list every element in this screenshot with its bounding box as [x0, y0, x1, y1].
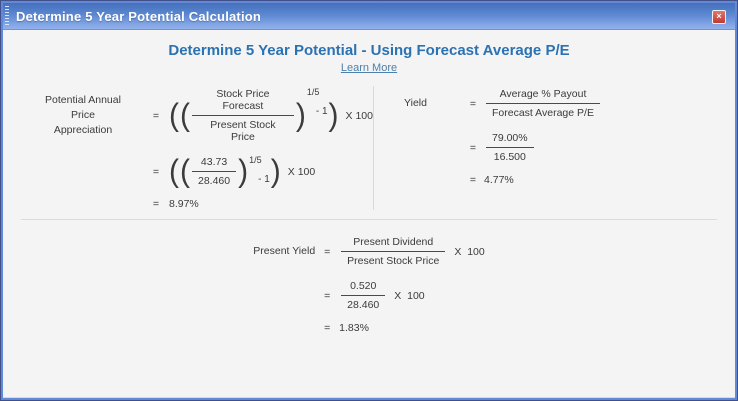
times-100: X 100	[394, 289, 425, 302]
present-yield-label: Present Yield	[253, 244, 316, 257]
times-100: X 100	[287, 165, 316, 178]
times-100: X 100	[345, 109, 373, 122]
fraction-denominator: 16.500	[493, 151, 526, 163]
potential-appreciation-label: Potential Annual Price Appreciation	[45, 93, 121, 137]
fraction-denominator: 28.460	[198, 175, 231, 187]
dialog-content: Determine 5 Year Potential - Using Forec…	[3, 30, 735, 398]
present-yield-formula-symbolic: Present Dividend Present Stock Price X 1…	[339, 234, 485, 269]
minus-one: - 1	[315, 106, 328, 117]
fraction-denominator: Forecast Average P/E	[492, 107, 594, 119]
fraction-numerator: Present Dividend	[341, 234, 446, 252]
learn-more-link[interactable]: Learn More	[340, 62, 398, 74]
times-100: X 100	[454, 245, 485, 258]
close-paren: )	[238, 153, 249, 189]
close-paren: )	[295, 97, 306, 133]
drag-gripper-icon[interactable]	[5, 6, 9, 26]
fraction: 0.520 28.460	[341, 278, 386, 313]
equals-sign: =	[469, 97, 477, 110]
dialog-body: Determine 5 Year Potential Calculation ×…	[3, 3, 735, 398]
vertical-divider	[373, 86, 374, 210]
open-paren: (	[180, 153, 190, 189]
close-icon: ×	[716, 11, 722, 21]
present-yield-formula-values: 0.520 28.460 X 100	[339, 278, 485, 313]
yield-section: Yield = Average % Payout Forecast Averag…	[374, 86, 735, 210]
open-paren: (	[169, 153, 179, 189]
present-yield-section: Present Yield = Present Dividend Present…	[3, 234, 735, 334]
potential-appreciation-section: Potential Annual Price Appreciation = ( …	[3, 86, 373, 210]
close-button[interactable]: ×	[712, 10, 726, 24]
fraction-denominator: 28.460	[347, 299, 380, 311]
open-paren: (	[180, 97, 190, 133]
horizontal-divider	[21, 219, 717, 220]
fraction-denominator: Present Stock Price	[210, 119, 276, 143]
potential-formula-values: ( ( 43.73 28.460 ) 1/5 - 1 )	[169, 154, 373, 189]
equals-sign: =	[152, 109, 160, 122]
fraction-numerator: 0.520	[341, 278, 386, 296]
fraction-numerator: Average % Payout	[486, 86, 600, 104]
equals-sign: =	[152, 165, 160, 178]
equals-sign: =	[152, 198, 160, 210]
equals-sign: =	[469, 174, 477, 186]
fraction: Present Dividend Present Stock Price	[341, 234, 446, 269]
equals-sign: =	[324, 245, 331, 258]
fraction: 43.73 28.460	[192, 154, 237, 189]
fraction-denominator: Present Stock Price	[347, 255, 440, 267]
page-title: Determine 5 Year Potential - Using Forec…	[168, 42, 570, 59]
yield-result-value: 4.77%	[484, 174, 514, 186]
potential-formula-symbolic: ( ( Stock Price Forecast Present Stock P…	[169, 86, 373, 145]
close-paren: )	[270, 153, 281, 189]
fraction-numerator: 43.73	[192, 154, 237, 172]
close-paren: )	[328, 97, 339, 133]
yield-formula-symbolic: Average % Payout Forecast Average P/E	[484, 86, 735, 121]
open-paren: (	[169, 97, 179, 133]
potential-result-value: 8.97%	[169, 198, 199, 210]
present-yield-result-value: 1.83%	[339, 322, 369, 334]
top-formula-row: Potential Annual Price Appreciation = ( …	[3, 86, 735, 210]
minus-one: - 1	[258, 174, 270, 185]
titlebar[interactable]: Determine 5 Year Potential Calculation ×	[3, 3, 735, 30]
fraction-numerator: 79.00%	[486, 130, 534, 148]
equals-sign: =	[324, 322, 331, 334]
exponent: 1/5	[306, 87, 320, 97]
equals-sign: =	[324, 289, 331, 302]
fraction: 79.00% 16.500	[486, 130, 534, 165]
exponent-group: 1/5 - 1	[307, 87, 328, 117]
yield-label: Yield	[404, 96, 427, 109]
fraction: Stock Price Forecast Present Stock Price	[192, 86, 294, 145]
exponent: 1/5	[249, 155, 262, 165]
exponent-group: 1/5 - 1	[249, 155, 270, 185]
yield-formula-values: 79.00% 16.500	[484, 130, 735, 165]
fraction-numerator: Stock Price Forecast	[192, 86, 294, 116]
fraction: Average % Payout Forecast Average P/E	[486, 86, 600, 121]
learn-more-row: Learn More	[3, 62, 735, 74]
equals-sign: =	[469, 141, 477, 154]
window-title: Determine 5 Year Potential Calculation	[16, 8, 262, 24]
